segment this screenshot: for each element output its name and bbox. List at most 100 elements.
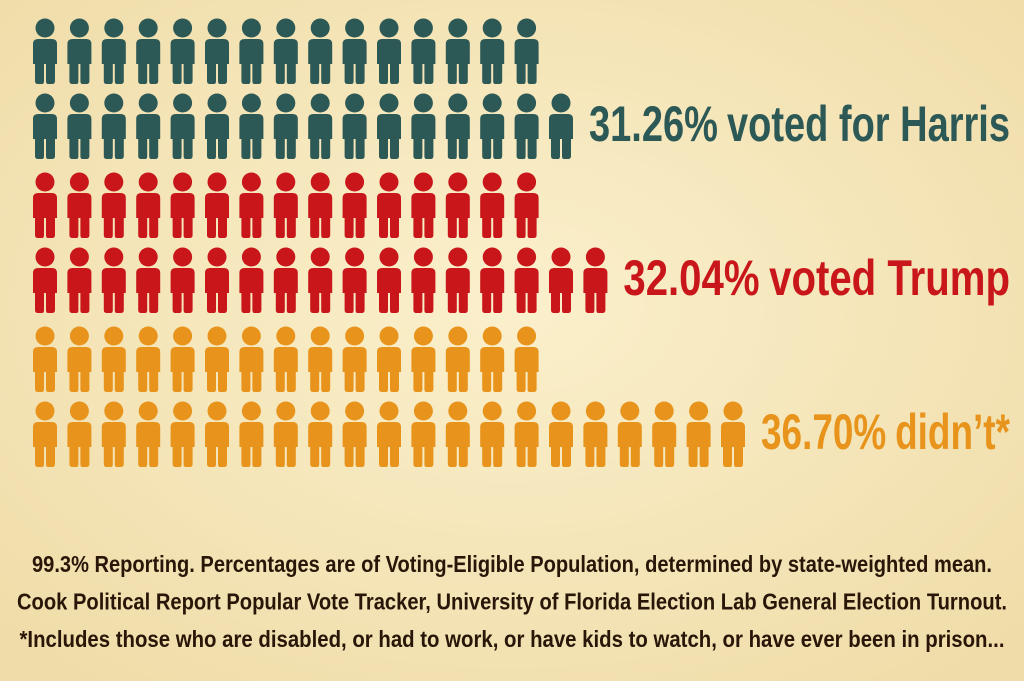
person-icon bbox=[342, 401, 367, 467]
person-icon bbox=[273, 247, 298, 313]
icon-body bbox=[377, 422, 401, 467]
person-icon bbox=[308, 326, 333, 392]
icon-body bbox=[445, 114, 470, 159]
icon-body bbox=[480, 114, 505, 159]
person-icon bbox=[652, 401, 677, 467]
icon-head bbox=[69, 172, 89, 192]
icon-head bbox=[517, 93, 537, 113]
person-icon bbox=[480, 326, 505, 392]
icon-body bbox=[205, 39, 229, 84]
icon-body bbox=[377, 39, 401, 84]
person-icon bbox=[67, 172, 92, 238]
icon-body bbox=[101, 39, 126, 84]
icon-head bbox=[379, 326, 399, 346]
person-icon bbox=[342, 93, 367, 159]
icon-body bbox=[342, 193, 367, 238]
icon-body bbox=[101, 422, 126, 467]
person-icon bbox=[33, 326, 57, 392]
icon-head bbox=[207, 326, 227, 346]
group-label: 31.26%voted for Harris bbox=[589, 96, 1010, 152]
icon-body bbox=[549, 422, 573, 467]
icon-head bbox=[276, 18, 296, 38]
icon-body bbox=[170, 347, 195, 392]
value-label: 32.04% bbox=[623, 250, 759, 306]
person-icon bbox=[342, 172, 367, 238]
person-icon bbox=[33, 18, 57, 84]
footnote: 99.3% Reporting. Percentages are of Voti… bbox=[32, 551, 992, 577]
icon-body bbox=[721, 422, 745, 467]
icon-body bbox=[273, 114, 298, 159]
person-icon bbox=[273, 93, 298, 159]
icon-body bbox=[33, 268, 57, 313]
person-icon bbox=[205, 247, 229, 313]
person-icon bbox=[205, 401, 229, 467]
icon-head bbox=[69, 401, 89, 421]
person-icon bbox=[205, 326, 229, 392]
person-icon bbox=[67, 401, 92, 467]
icon-body bbox=[411, 422, 436, 467]
icon-body bbox=[101, 114, 126, 159]
icon-body bbox=[33, 422, 57, 467]
icon-body bbox=[67, 39, 92, 84]
icon-head bbox=[310, 401, 330, 421]
person-icon bbox=[101, 18, 126, 84]
group-label: 32.04%voted Trump bbox=[623, 250, 1010, 306]
icon-head bbox=[413, 326, 433, 346]
person-icon bbox=[101, 93, 126, 159]
icon-head bbox=[207, 18, 227, 38]
icon-head bbox=[448, 401, 468, 421]
icon-head bbox=[173, 247, 193, 267]
icon-body bbox=[205, 347, 229, 392]
icon-body bbox=[445, 39, 470, 84]
icon-head bbox=[448, 172, 468, 192]
icon-body bbox=[170, 422, 195, 467]
icon-head bbox=[241, 401, 261, 421]
icon-body bbox=[273, 39, 298, 84]
icon-body bbox=[67, 193, 92, 238]
person-icon bbox=[239, 93, 264, 159]
person-icon bbox=[411, 247, 436, 313]
category-label: voted Trump bbox=[769, 250, 1010, 306]
person-icon bbox=[33, 172, 57, 238]
value-label: 31.26% bbox=[589, 96, 718, 152]
icon-head bbox=[517, 172, 537, 192]
icon-head bbox=[448, 326, 468, 346]
person-icon bbox=[377, 326, 401, 392]
icon-head bbox=[138, 326, 158, 346]
icon-head bbox=[241, 18, 261, 38]
person-icon bbox=[411, 93, 436, 159]
icon-body bbox=[342, 114, 367, 159]
icon-body bbox=[308, 347, 333, 392]
person-icon bbox=[583, 247, 608, 313]
icon-head bbox=[345, 93, 365, 113]
value-label: 36.70% bbox=[761, 404, 886, 460]
icon-body bbox=[411, 347, 436, 392]
person-icon bbox=[342, 18, 367, 84]
icon-body bbox=[67, 422, 92, 467]
icon-head bbox=[241, 247, 261, 267]
icon-body bbox=[239, 268, 264, 313]
icon-head bbox=[517, 247, 537, 267]
icon-head bbox=[138, 18, 158, 38]
person-icon bbox=[67, 93, 92, 159]
person-icon bbox=[136, 401, 161, 467]
person-icon bbox=[514, 247, 539, 313]
icon-head bbox=[241, 326, 261, 346]
category-label: didn’t* bbox=[895, 404, 1010, 460]
person-icon bbox=[514, 93, 539, 159]
person-icon bbox=[721, 401, 745, 467]
icon-head bbox=[482, 93, 502, 113]
icon-head bbox=[207, 93, 227, 113]
group-label: 36.70%didn’t* bbox=[761, 404, 1010, 460]
person-icon bbox=[170, 18, 195, 84]
icon-head bbox=[138, 401, 158, 421]
person-icon bbox=[136, 326, 161, 392]
icon-head bbox=[276, 401, 296, 421]
person-icon bbox=[308, 18, 333, 84]
icon-body bbox=[617, 422, 642, 467]
icon-body bbox=[308, 193, 333, 238]
icon-body bbox=[239, 114, 264, 159]
person-icon bbox=[377, 401, 401, 467]
icon-head bbox=[345, 326, 365, 346]
icon-head bbox=[104, 326, 124, 346]
